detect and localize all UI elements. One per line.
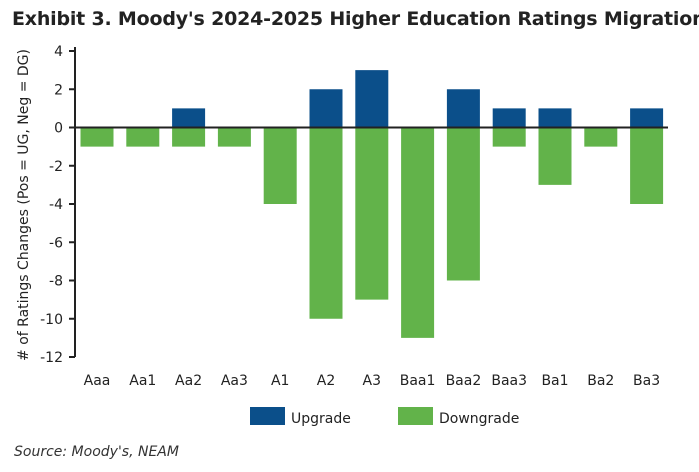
x-tick-label: Aaa [84,373,111,389]
y-tick-label: -6 [49,235,63,251]
bar-upgrade-a3 [355,70,389,128]
chart-title: Exhibit 3. Moody's 2024-2025 Higher Educ… [12,8,699,30]
y-tick-label: -10 [40,312,63,328]
x-tick-label: Aa1 [129,373,156,389]
x-tick-label: Aa3 [221,373,248,389]
source-note: Source: Moody's, NEAM [14,444,179,460]
y-tick-label: -2 [49,159,63,175]
x-tick-label: A3 [363,373,381,389]
x-tick-label: A2 [317,373,335,389]
bar-downgrade-baa3 [492,127,526,147]
x-tick-label: Ba1 [541,373,568,389]
bar-upgrade-aa2 [172,108,206,128]
bar-upgrade-ba1 [538,108,572,128]
y-tick-label: -12 [40,350,63,366]
bar-upgrade-a2 [309,89,343,128]
y-tick-label: 2 [54,82,63,98]
bar-upgrade-ba3 [630,108,664,128]
bar-downgrade-ba3 [630,127,664,204]
bar-downgrade-aa3 [217,127,251,147]
bar-upgrade-baa3 [492,108,526,128]
y-tick-label: 4 [54,44,63,60]
x-tick-label: Ba2 [587,373,614,389]
x-tick-label: Ba3 [633,373,660,389]
bar-downgrade-ba1 [538,127,572,185]
bar-downgrade-aa2 [172,127,206,147]
bar-downgrade-baa1 [401,127,435,338]
x-tick-label: Baa3 [491,373,527,389]
x-tick-label: Baa1 [400,373,436,389]
legend-swatch-downgrade [398,407,433,425]
bar-downgrade-a2 [309,127,343,319]
legend-swatch-upgrade [250,407,285,425]
bar-downgrade-ba2 [584,127,618,147]
y-tick-label: 0 [54,121,63,137]
x-tick-label: Baa2 [446,373,482,389]
legend-label-upgrade: Upgrade [291,411,351,427]
legend-label-downgrade: Downgrade [439,411,519,427]
y-axis-label: # of Ratings Changes (Pos = UG, Neg = DG… [16,49,32,361]
bar-downgrade-baa2 [446,127,480,281]
bar-upgrade-baa2 [446,89,480,128]
bar-downgrade-aaa [80,127,114,147]
bar-downgrade-aa1 [126,127,160,147]
y-tick-label: -4 [49,197,63,213]
bar-downgrade-a1 [263,127,297,204]
x-tick-label: Aa2 [175,373,202,389]
x-tick-label: A1 [271,373,289,389]
y-tick-label: -8 [49,274,63,290]
bar-downgrade-a3 [355,127,389,300]
